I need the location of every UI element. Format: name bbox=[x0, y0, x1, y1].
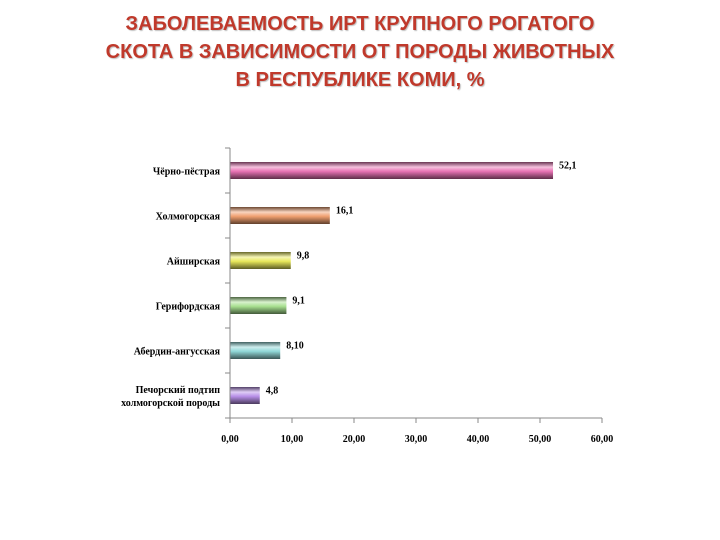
category-label-1: Чёрно-пёстрая bbox=[153, 167, 221, 178]
title-line-2: СКОТА В ЗАВИСИМОСТИ ОТ ПОРОДЫ ЖИВОТНЫХ bbox=[105, 41, 615, 63]
bar-3 bbox=[230, 252, 291, 269]
category-label-4: Герифордская bbox=[156, 302, 221, 313]
category-label-6: Печорский подтип холмогорской породы bbox=[121, 385, 220, 409]
slide-title: ЗАБОЛЕВАЕМОСТЬ ИРТ КРУПНОГО РОГАТОГО СКО… bbox=[20, 10, 700, 94]
bars-layer bbox=[230, 162, 554, 404]
value-label-3: 9,8 bbox=[297, 251, 310, 262]
axis-layer bbox=[225, 147, 603, 423]
title-line-3: В РЕСПУБЛИКЕ КОМИ, % bbox=[235, 69, 485, 91]
x-tick-label-1: 10,00 bbox=[281, 434, 304, 445]
x-tick-label-0: 0,00 bbox=[221, 434, 239, 445]
x-tick-label-6: 60,00 bbox=[591, 434, 614, 445]
x-tick-label-2: 20,00 bbox=[343, 434, 366, 445]
x-tick-label-5: 50,00 bbox=[529, 434, 552, 445]
value-label-1: 52,1 bbox=[559, 161, 577, 172]
bar-4 bbox=[230, 297, 287, 314]
bar-5 bbox=[230, 342, 281, 359]
title-line-1: ЗАБОЛЕВАЕМОСТЬ ИРТ КРУПНОГО РОГАТОГО bbox=[125, 13, 595, 35]
bar-1 bbox=[230, 162, 554, 179]
category-label-3: Айширская bbox=[167, 257, 221, 268]
category-label-2: Холмогорская bbox=[156, 212, 221, 223]
bar-6 bbox=[230, 387, 260, 404]
category-label-5: Абердин-ангусская bbox=[134, 347, 221, 358]
x-tick-label-4: 40,00 bbox=[467, 434, 490, 445]
x-tick-label-3: 30,00 bbox=[405, 434, 428, 445]
labels-layer: 52,1 Чёрно-пёстрая 16,1 Холмогорская 9,8 Айши… bbox=[121, 161, 613, 446]
value-label-2: 16,1 bbox=[336, 206, 354, 217]
value-label-5: 8,10 bbox=[286, 341, 304, 352]
bar-2 bbox=[230, 207, 330, 224]
value-label-6: 4,8 bbox=[266, 386, 279, 397]
value-label-4: 9,1 bbox=[292, 296, 305, 307]
